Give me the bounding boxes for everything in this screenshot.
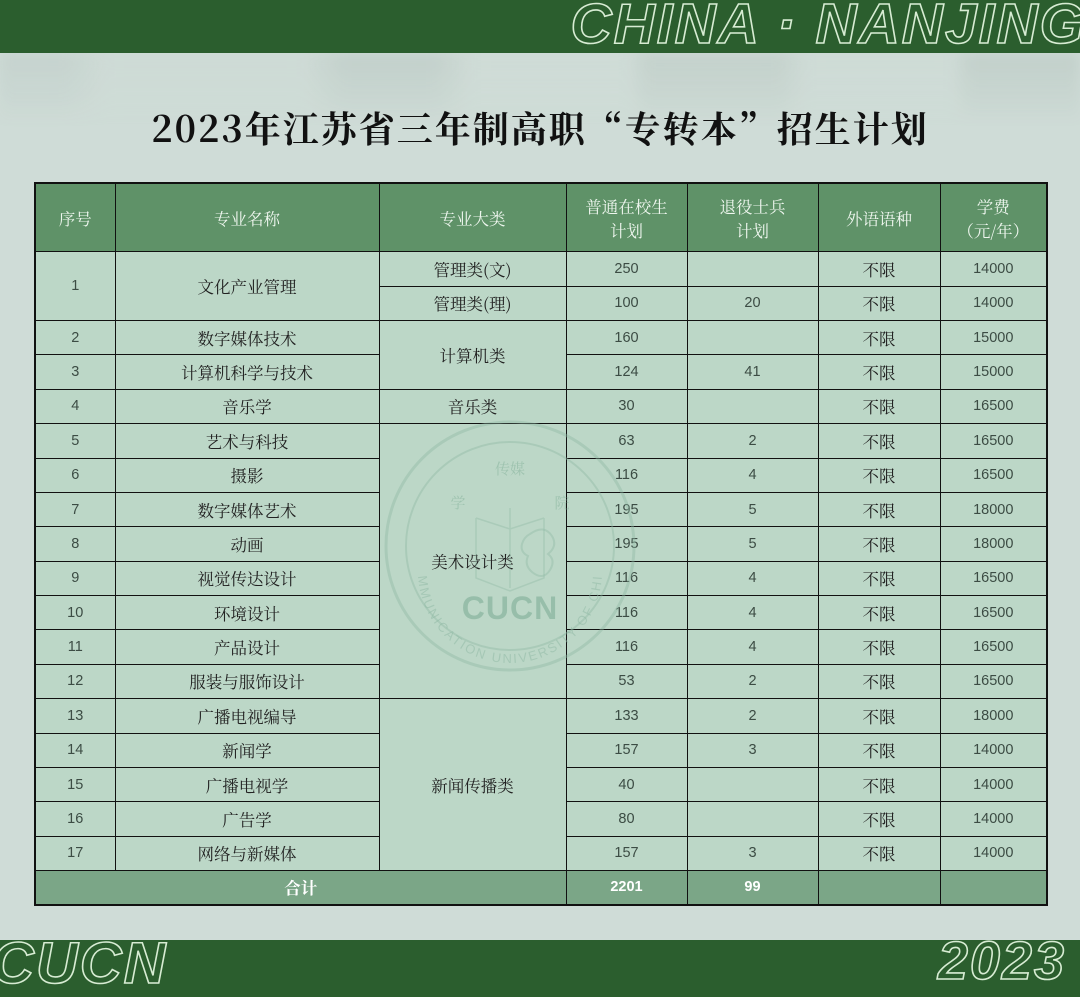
svg-text:COMMUNICATION UNIVERSITY OF CH: COMMUNICATION UNIVERSITY OF CHINA bbox=[380, 416, 605, 666]
svg-text:院: 院 bbox=[554, 492, 569, 513]
svg-text:学: 学 bbox=[450, 492, 465, 513]
svg-text:传媒: 传媒 bbox=[495, 458, 525, 479]
svg-text:CUCN: CUCN bbox=[462, 590, 558, 626]
